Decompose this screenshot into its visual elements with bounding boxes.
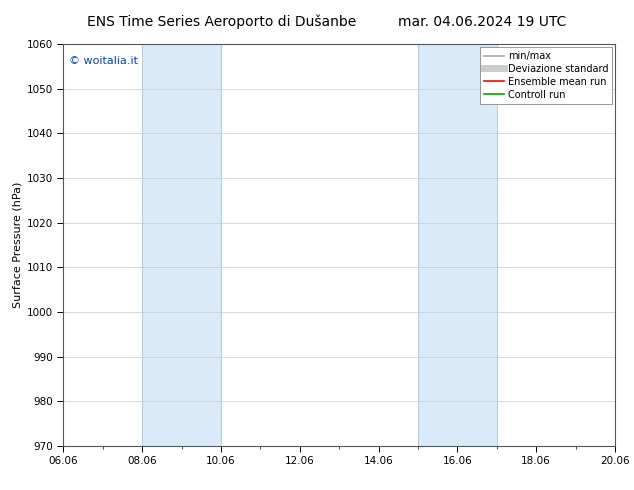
Bar — [142, 44, 221, 446]
Y-axis label: Surface Pressure (hPa): Surface Pressure (hPa) — [13, 182, 23, 308]
Bar — [418, 44, 497, 446]
Legend: min/max, Deviazione standard, Ensemble mean run, Controll run: min/max, Deviazione standard, Ensemble m… — [481, 47, 612, 103]
Text: © woitalia.it: © woitalia.it — [69, 56, 138, 66]
Text: ENS Time Series Aeroporto di Dušanbe: ENS Time Series Aeroporto di Dušanbe — [87, 15, 356, 29]
Text: mar. 04.06.2024 19 UTC: mar. 04.06.2024 19 UTC — [398, 15, 566, 29]
